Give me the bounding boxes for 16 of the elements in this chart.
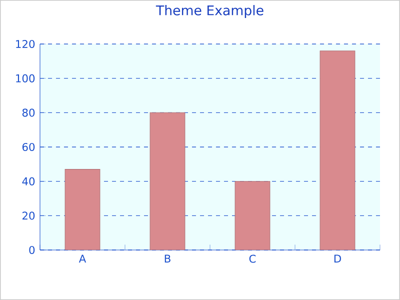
bar [150,112,186,250]
y-tick-label: 0 [29,246,35,254]
x-tick-label: C [249,254,256,263]
bar [234,181,270,250]
x-tick-label: D [334,254,341,262]
y-tick-label: 80 [22,108,35,117]
y-tick-label: 100 [16,74,35,82]
y-tick-label: 120 [16,40,35,48]
chart-title: Theme Example [156,5,264,18]
x-tick-label: A [78,254,86,262]
bar [64,169,100,250]
bar [320,50,356,250]
x-tick-label: B [164,254,170,262]
y-tick-label: 60 [22,142,35,152]
y-tick-label: 20 [22,212,35,220]
y-tick-label: 40 [22,177,35,186]
